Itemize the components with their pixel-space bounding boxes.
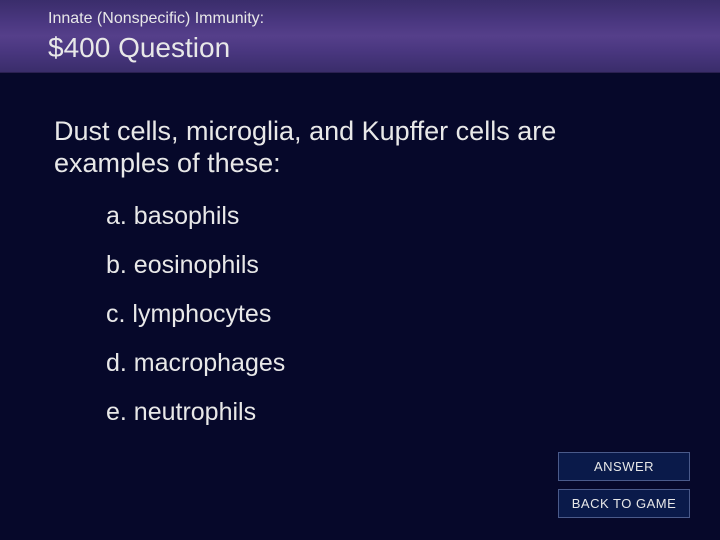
back-to-game-button[interactable]: BACK TO GAME — [558, 489, 690, 518]
button-group: ANSWER BACK TO GAME — [558, 452, 690, 518]
option-c: c. lymphocytes — [106, 300, 666, 329]
option-d: d. macrophages — [106, 349, 666, 378]
value-question-label: $400 Question — [48, 32, 720, 64]
category-label: Innate (Nonspecific) Immunity: — [48, 10, 720, 28]
answer-button[interactable]: ANSWER — [558, 452, 690, 481]
option-b: b. eosinophils — [106, 251, 666, 280]
option-e: e. neutrophils — [106, 398, 666, 427]
options-list: a. basophils b. eosinophils c. lymphocyt… — [54, 202, 666, 427]
question-body: Dust cells, microglia, and Kupffer cells… — [0, 73, 720, 427]
header-bar: Innate (Nonspecific) Immunity: $400 Ques… — [0, 0, 720, 73]
option-a: a. basophils — [106, 202, 666, 231]
question-prompt: Dust cells, microglia, and Kupffer cells… — [54, 115, 666, 180]
